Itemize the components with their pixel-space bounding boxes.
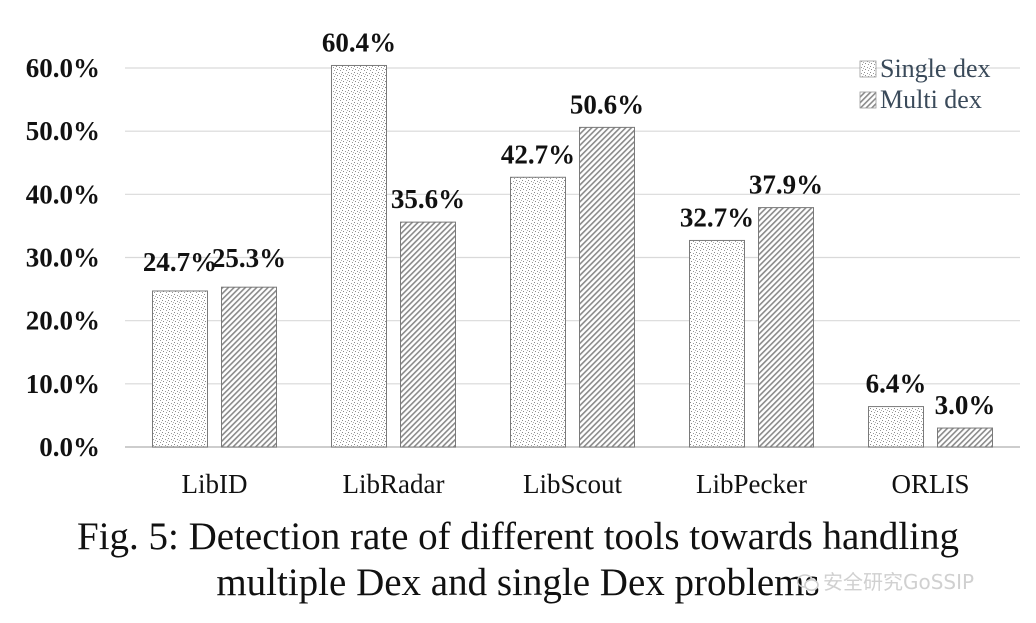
watermark: 安全研究GoSSIP	[797, 566, 974, 595]
bar-libscout-multi	[579, 126, 635, 448]
bar-libpecker-single	[689, 239, 745, 448]
x-tick-label: LibPecker	[696, 469, 807, 499]
legend-swatch-single	[859, 60, 877, 78]
y-tick-label: 40.0%	[26, 179, 100, 209]
watermark-text: 安全研究GoSSIP	[823, 570, 975, 594]
bars: 24.7%25.3% 60.4% 35.6% 42.7% 50.6% 32.7%37.9%…	[143, 27, 996, 448]
legend-label: Multi dex	[880, 85, 982, 114]
figure-caption-line-1: Fig. 5: Detection rate of different tool…	[77, 515, 959, 558]
legend-swatch-multi	[859, 91, 877, 109]
bar-libpecker-multi	[758, 207, 814, 448]
y-tick-label: 60.0%	[26, 53, 100, 83]
data-label: 25.3%	[212, 243, 286, 273]
legend-label: Single dex	[880, 54, 991, 83]
y-tick-label: 10.0%	[26, 369, 100, 399]
data-label: 24.7%	[143, 247, 217, 277]
data-label: 42.7%	[501, 139, 575, 169]
bar-orlis-single	[868, 406, 924, 448]
data-label: 3.0%	[935, 390, 996, 420]
bar-libid-single	[152, 290, 208, 448]
y-axis-ticks: 0.0% 10.0% 20.0% 30.0% 40.0% 50.0% 60.0%	[26, 53, 100, 462]
y-tick-label: 0.0%	[39, 432, 100, 462]
data-label: 32.7%	[680, 202, 754, 232]
y-tick-label: 50.0%	[26, 116, 100, 146]
bar-chart: 0.0% 10.0% 20.0% 30.0% 40.0% 50.0% 60.0% 24.7%…	[26, 27, 1020, 499]
x-tick-label: LibRadar	[343, 469, 445, 499]
data-label: 6.4%	[866, 369, 927, 399]
x-tick-label: ORLIS	[891, 469, 969, 499]
bar-libradar-multi	[400, 221, 456, 448]
data-label: 37.9%	[749, 170, 823, 200]
x-tick-label: LibScout	[523, 469, 622, 499]
y-tick-label: 30.0%	[26, 243, 100, 273]
data-label: 50.6%	[570, 89, 644, 119]
bar-libradar-single	[331, 64, 387, 448]
data-label: 60.4%	[322, 27, 396, 57]
bar-libid-multi	[221, 286, 277, 448]
y-tick-label: 20.0%	[26, 306, 100, 336]
x-axis-ticks: LibID LibRadar LibScout LibPecker ORLIS	[182, 469, 970, 499]
bar-libscout-single	[510, 176, 566, 448]
bar-orlis-multi	[937, 427, 993, 448]
figure-caption-line-2: multiple Dex and single Dex problems	[216, 561, 820, 604]
wechat-icon	[797, 574, 819, 591]
data-label: 35.6%	[391, 184, 465, 214]
x-tick-label: LibID	[182, 469, 248, 499]
